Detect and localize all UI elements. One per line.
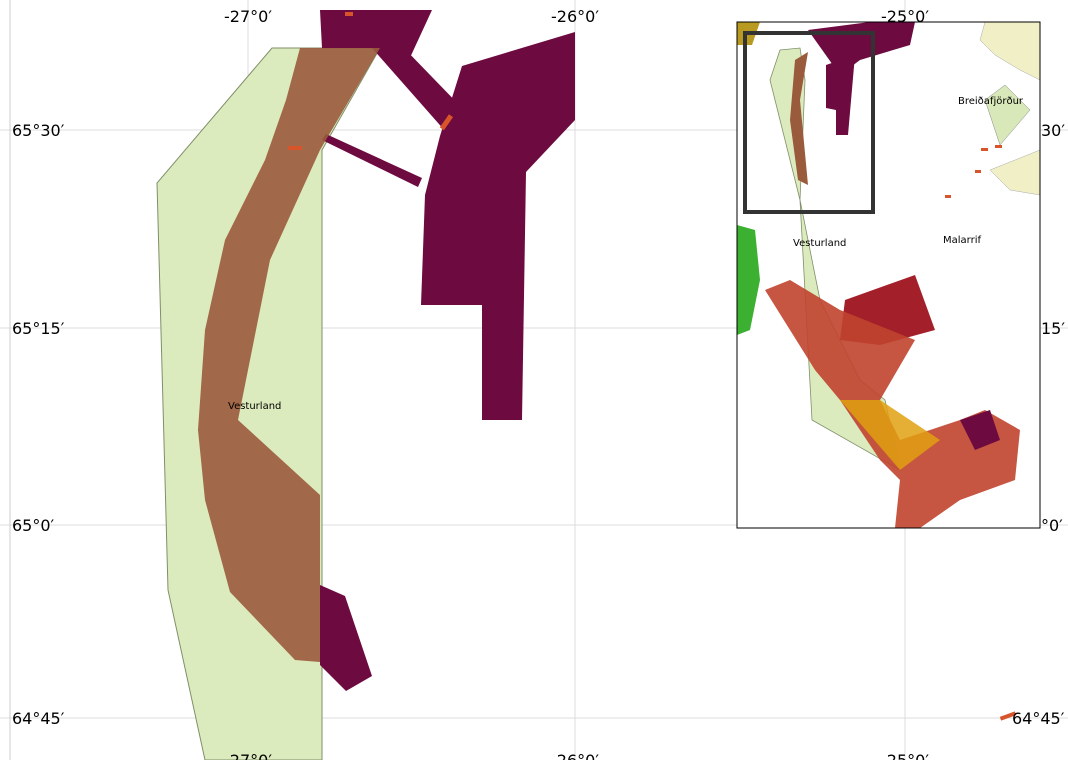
survey-area: [421, 32, 575, 420]
marker: [345, 12, 353, 16]
extent-box: [743, 31, 875, 214]
survey-band: [198, 48, 380, 662]
inset-frame: [736, 21, 1041, 529]
land: [979, 22, 1040, 81]
latitude-label: 30′: [1041, 121, 1065, 140]
latitude-label: 64°45′: [1012, 709, 1065, 728]
survey-area: [765, 280, 1020, 528]
longitude-label: -27°0′: [224, 751, 272, 760]
place-label: Malarrif: [943, 235, 981, 246]
place-label: Vesturland: [228, 401, 281, 412]
survey-area: [372, 46, 464, 132]
longitude-label: -26°0′: [551, 751, 599, 760]
marker: [999, 711, 1017, 721]
survey-area: [737, 225, 760, 335]
latitude-label: 65°15′: [12, 319, 65, 338]
marker: [439, 114, 454, 131]
inset-map: Breiðafjörður Vesturland Malarrif: [736, 21, 1041, 529]
longitude-label: -27°0′: [224, 7, 272, 26]
place-label: Breiðafjörður: [958, 96, 1024, 107]
latitude-label: 15′: [1041, 319, 1065, 338]
marker: [288, 146, 302, 150]
longitude-label: -25°0′: [881, 7, 929, 26]
survey-area: [320, 585, 372, 691]
latitude-label: °0′: [1041, 516, 1063, 535]
survey-area: [840, 400, 940, 470]
survey-area: [826, 55, 855, 135]
survey-area: [808, 22, 915, 75]
longitude-label: -25°0′: [881, 751, 929, 760]
region-polygon: [156, 47, 381, 760]
survey-area: [960, 410, 1000, 450]
survey-area: [322, 134, 422, 187]
coordinate-labels: -27°0′ -26°0′ -25°0′ -27°0′ -26°0′ -25°0…: [12, 7, 1065, 760]
latitude-label: 64°45′: [12, 709, 65, 728]
marker: [995, 145, 1002, 148]
longitude-label: -26°0′: [551, 7, 599, 26]
marker: [981, 148, 988, 151]
marker: [945, 195, 951, 198]
survey-band: [790, 52, 808, 185]
latitude-label: 65°30′: [12, 121, 65, 140]
marker: [975, 170, 981, 173]
land: [989, 149, 1040, 196]
latitude-label: 65°0′: [12, 516, 55, 535]
markers: [288, 12, 1017, 721]
place-label: Vesturland: [793, 238, 846, 249]
land: [984, 84, 1031, 146]
survey-areas: [320, 10, 575, 691]
